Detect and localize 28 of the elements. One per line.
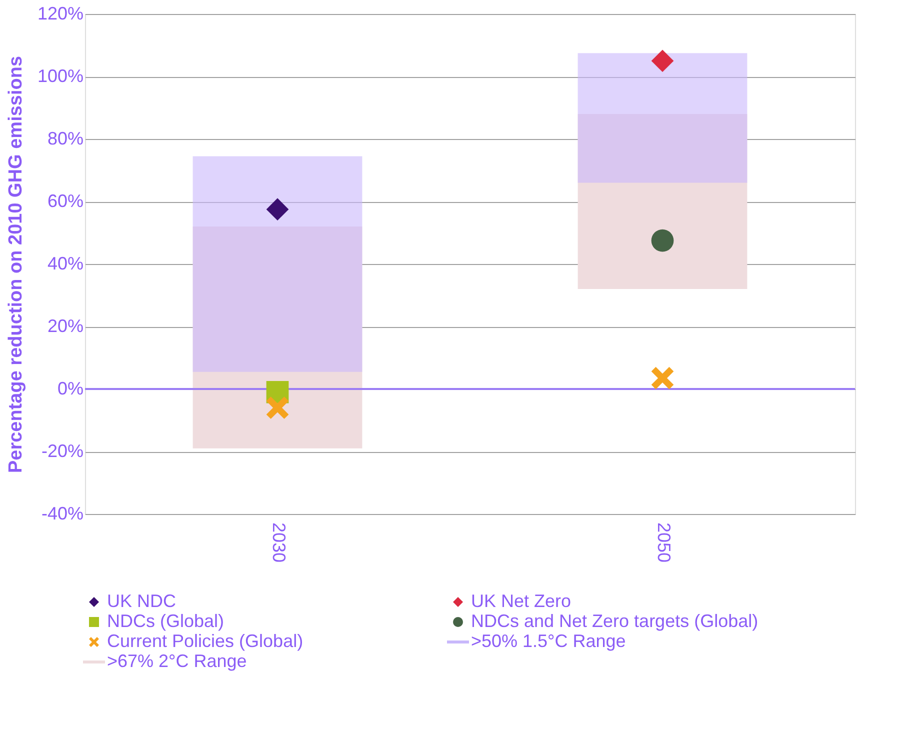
- y-tick-label: -40%: [41, 504, 84, 524]
- y-tick-label: -20%: [41, 441, 84, 461]
- y-tick-label: 100%: [37, 66, 84, 86]
- y-tick-label: 80%: [47, 128, 84, 148]
- y-tick-label: 60%: [47, 191, 84, 211]
- point: [651, 50, 674, 72]
- legend-label: NDCs and Net Zero targets (Global): [471, 611, 758, 631]
- legend-label: UK NDC: [107, 591, 176, 611]
- bar: [578, 53, 748, 183]
- legend-label: UK Net Zero: [471, 591, 572, 611]
- legend-label: Current Policies (Global): [107, 631, 304, 651]
- legend-label: >67% 2°C Range: [107, 651, 247, 671]
- bar: [192, 156, 362, 372]
- point: [266, 198, 289, 220]
- x-tick-label: 2030: [269, 522, 289, 563]
- y-tick-label: 20%: [47, 316, 84, 336]
- bar: [192, 226, 362, 448]
- point: [266, 396, 289, 419]
- point: [651, 229, 674, 252]
- y-tick-label: 0%: [57, 378, 84, 398]
- y-tick-label: 40%: [47, 254, 84, 274]
- y-axis-title: Percentage reduction on 2010 GHG emissions: [5, 56, 26, 474]
- legend-label: NDCs (Global): [107, 611, 224, 631]
- bar: [578, 114, 748, 289]
- point: [651, 366, 674, 390]
- y-tick-label: 120%: [37, 4, 84, 24]
- legend-label: >50% 1.5°C Range: [471, 631, 626, 651]
- x-tick-label: 2050: [654, 522, 674, 563]
